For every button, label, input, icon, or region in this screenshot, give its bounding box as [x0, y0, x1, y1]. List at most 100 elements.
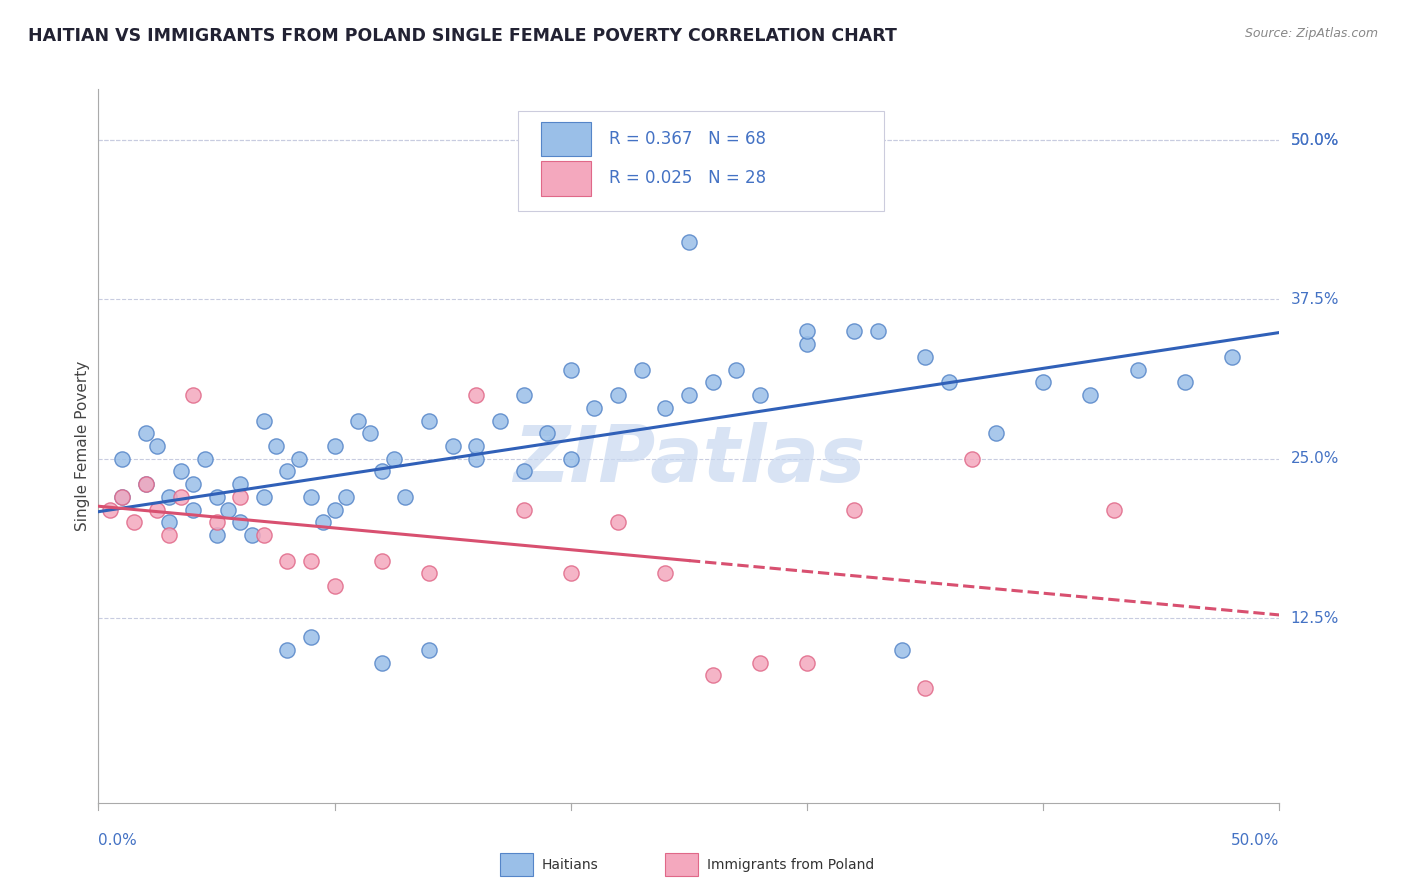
- Text: HAITIAN VS IMMIGRANTS FROM POLAND SINGLE FEMALE POVERTY CORRELATION CHART: HAITIAN VS IMMIGRANTS FROM POLAND SINGLE…: [28, 27, 897, 45]
- Text: 50.0%: 50.0%: [1291, 133, 1339, 148]
- Point: [229, 516, 252, 530]
- Point: [371, 465, 394, 479]
- Point: [276, 554, 298, 568]
- Point: [299, 630, 322, 644]
- Text: Immigrants from Poland: Immigrants from Poland: [707, 858, 875, 871]
- Point: [323, 439, 346, 453]
- Point: [866, 324, 889, 338]
- Point: [122, 516, 145, 530]
- Point: [725, 362, 748, 376]
- Point: [229, 490, 252, 504]
- Point: [111, 451, 134, 466]
- FancyBboxPatch shape: [541, 122, 591, 156]
- Point: [181, 502, 204, 516]
- Point: [194, 451, 217, 466]
- Text: 25.0%: 25.0%: [1291, 451, 1339, 467]
- Point: [796, 337, 818, 351]
- Point: [157, 528, 180, 542]
- Point: [135, 426, 157, 441]
- Point: [157, 490, 180, 504]
- Point: [371, 554, 394, 568]
- Point: [489, 413, 512, 427]
- Point: [111, 490, 134, 504]
- Point: [962, 451, 984, 466]
- Point: [253, 490, 276, 504]
- Text: Haitians: Haitians: [541, 858, 598, 871]
- Point: [890, 643, 912, 657]
- Point: [170, 490, 193, 504]
- Point: [914, 350, 936, 364]
- Point: [181, 388, 204, 402]
- Point: [1032, 376, 1054, 390]
- Point: [748, 388, 770, 402]
- Point: [181, 477, 204, 491]
- Point: [630, 362, 652, 376]
- Point: [323, 579, 346, 593]
- Point: [844, 502, 866, 516]
- Point: [465, 388, 488, 402]
- Text: 50.0%: 50.0%: [1232, 833, 1279, 848]
- Point: [418, 566, 440, 581]
- Point: [170, 465, 193, 479]
- Point: [418, 413, 440, 427]
- Point: [146, 502, 169, 516]
- Point: [512, 388, 534, 402]
- Point: [146, 439, 169, 453]
- Text: 12.5%: 12.5%: [1291, 610, 1339, 625]
- Point: [748, 656, 770, 670]
- Point: [1102, 502, 1125, 516]
- Y-axis label: Single Female Poverty: Single Female Poverty: [75, 361, 90, 531]
- Point: [299, 554, 322, 568]
- Point: [382, 451, 405, 466]
- Point: [253, 413, 276, 427]
- Point: [512, 465, 534, 479]
- Point: [98, 502, 121, 516]
- Point: [1126, 362, 1149, 376]
- Point: [217, 502, 239, 516]
- Point: [796, 324, 818, 338]
- Point: [560, 362, 582, 376]
- FancyBboxPatch shape: [665, 854, 699, 876]
- Point: [135, 477, 157, 491]
- Point: [394, 490, 416, 504]
- Text: ZIPatlas: ZIPatlas: [513, 422, 865, 499]
- Point: [583, 401, 606, 415]
- Point: [111, 490, 134, 504]
- Point: [938, 376, 960, 390]
- Point: [512, 502, 534, 516]
- Text: 0.0%: 0.0%: [98, 833, 138, 848]
- FancyBboxPatch shape: [501, 854, 533, 876]
- Point: [157, 516, 180, 530]
- Point: [796, 656, 818, 670]
- FancyBboxPatch shape: [541, 161, 591, 195]
- Text: R = 0.367   N = 68: R = 0.367 N = 68: [609, 130, 766, 148]
- Point: [335, 490, 357, 504]
- Point: [536, 426, 558, 441]
- Point: [135, 477, 157, 491]
- Text: Source: ZipAtlas.com: Source: ZipAtlas.com: [1244, 27, 1378, 40]
- Point: [914, 681, 936, 695]
- Point: [276, 643, 298, 657]
- Point: [205, 490, 228, 504]
- Point: [371, 656, 394, 670]
- Point: [312, 516, 335, 530]
- Point: [264, 439, 287, 453]
- Point: [347, 413, 370, 427]
- Point: [1174, 376, 1197, 390]
- Point: [205, 528, 228, 542]
- Point: [1080, 388, 1102, 402]
- Point: [702, 668, 724, 682]
- Point: [229, 477, 252, 491]
- Point: [240, 528, 263, 542]
- Text: 37.5%: 37.5%: [1291, 292, 1339, 307]
- Point: [441, 439, 464, 453]
- Point: [465, 451, 488, 466]
- Point: [1220, 350, 1243, 364]
- Point: [205, 516, 228, 530]
- Point: [465, 439, 488, 453]
- Text: 50.0%: 50.0%: [1291, 133, 1339, 148]
- Point: [984, 426, 1007, 441]
- Point: [678, 235, 700, 249]
- Point: [702, 376, 724, 390]
- Point: [607, 388, 630, 402]
